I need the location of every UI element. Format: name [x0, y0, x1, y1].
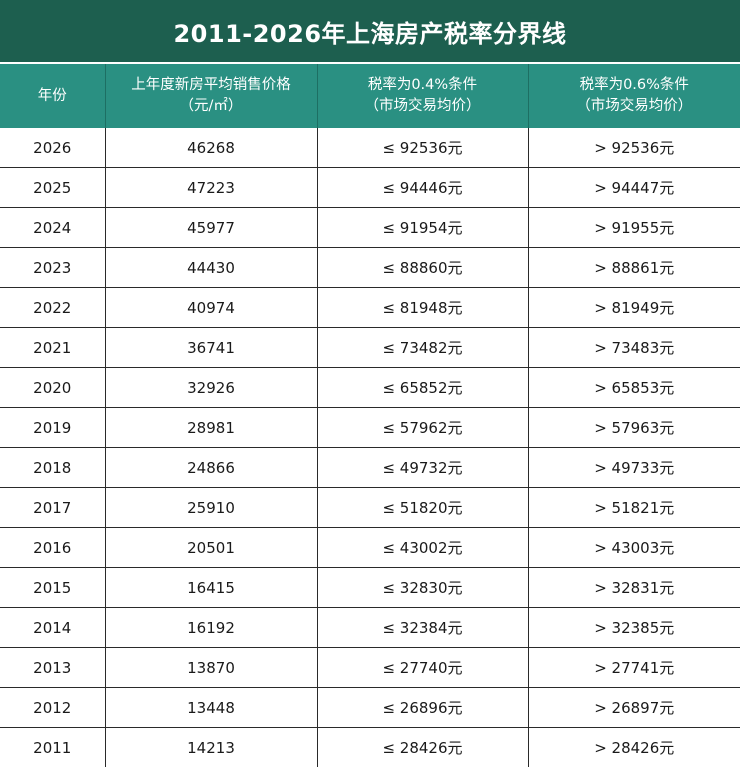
- cell-avg-price: 28981: [105, 408, 317, 448]
- cell-rate-04: ≤ 49732元: [317, 448, 528, 488]
- header-year-label: 年份: [0, 86, 105, 107]
- cell-avg-price: 20501: [105, 528, 317, 568]
- cell-year: 2014: [0, 608, 105, 648]
- cell-rate-04: ≤ 73482元: [317, 328, 528, 368]
- cell-year: 2026: [0, 128, 105, 168]
- cell-avg-price: 13870: [105, 648, 317, 688]
- cell-rate-06: > 32831元: [528, 568, 740, 608]
- cell-year: 2025: [0, 168, 105, 208]
- cell-rate-04: ≤ 91954元: [317, 208, 528, 248]
- cell-rate-06: > 51821元: [528, 488, 740, 528]
- header-rate-04: 税率为0.4%条件 （市场交易均价）: [317, 64, 528, 128]
- page-title: 2011-2026年上海房产税率分界线: [0, 0, 740, 64]
- cell-rate-06: > 26897元: [528, 688, 740, 728]
- cell-rate-06: > 32385元: [528, 608, 740, 648]
- cell-avg-price: 32926: [105, 368, 317, 408]
- cell-rate-06: > 81949元: [528, 288, 740, 328]
- cell-year: 2013: [0, 648, 105, 688]
- cell-rate-04: ≤ 43002元: [317, 528, 528, 568]
- cell-year: 2021: [0, 328, 105, 368]
- header-rate-04-line1: 税率为0.4%条件: [318, 75, 528, 96]
- cell-year: 2015: [0, 568, 105, 608]
- cell-rate-04: ≤ 26896元: [317, 688, 528, 728]
- cell-rate-04: ≤ 57962元: [317, 408, 528, 448]
- cell-rate-06: > 28426元: [528, 728, 740, 767]
- cell-year: 2022: [0, 288, 105, 328]
- header-avg-price-line1: 上年度新房平均销售价格: [106, 75, 317, 96]
- table-header: 年份 上年度新房平均销售价格 （元/㎡） 税率为0.4%条件 （市场交易均价） …: [0, 64, 740, 128]
- cell-rate-06: > 57963元: [528, 408, 740, 448]
- header-rate-06: 税率为0.6%条件 （市场交易均价）: [528, 64, 740, 128]
- cell-avg-price: 40974: [105, 288, 317, 328]
- cell-rate-04: ≤ 51820元: [317, 488, 528, 528]
- cell-avg-price: 16192: [105, 608, 317, 648]
- cell-rate-06: > 88861元: [528, 248, 740, 288]
- cell-rate-06: > 91955元: [528, 208, 740, 248]
- header-avg-price: 上年度新房平均销售价格 （元/㎡）: [105, 64, 317, 128]
- cell-year: 2019: [0, 408, 105, 448]
- cell-rate-04: ≤ 81948元: [317, 288, 528, 328]
- header-rate-06-line2: （市场交易均价）: [529, 96, 740, 117]
- header-year: 年份: [0, 64, 105, 128]
- cell-avg-price: 44430: [105, 248, 317, 288]
- cell-avg-price: 25910: [105, 488, 317, 528]
- cell-year: 2016: [0, 528, 105, 568]
- cell-rate-04: ≤ 88860元: [317, 248, 528, 288]
- header-rate-04-line2: （市场交易均价）: [318, 96, 528, 117]
- cell-avg-price: 13448: [105, 688, 317, 728]
- cell-rate-06: > 65853元: [528, 368, 740, 408]
- cell-avg-price: 24866: [105, 448, 317, 488]
- cell-rate-06: > 49733元: [528, 448, 740, 488]
- cell-rate-06: > 27741元: [528, 648, 740, 688]
- cell-rate-04: ≤ 28426元: [317, 728, 528, 767]
- tax-threshold-table: 年份 上年度新房平均销售价格 （元/㎡） 税率为0.4%条件 （市场交易均价） …: [0, 64, 740, 767]
- cell-rate-06: > 73483元: [528, 328, 740, 368]
- cell-rate-06: > 92536元: [528, 128, 740, 168]
- cell-avg-price: 36741: [105, 328, 317, 368]
- cell-year: 2020: [0, 368, 105, 408]
- header-row: 年份 上年度新房平均销售价格 （元/㎡） 税率为0.4%条件 （市场交易均价） …: [0, 64, 740, 128]
- header-avg-price-line2: （元/㎡）: [106, 96, 317, 117]
- cell-year: 2017: [0, 488, 105, 528]
- cell-avg-price: 47223: [105, 168, 317, 208]
- cell-rate-06: > 94447元: [528, 168, 740, 208]
- header-rate-06-line1: 税率为0.6%条件: [529, 75, 740, 96]
- cell-rate-04: ≤ 27740元: [317, 648, 528, 688]
- cell-rate-04: ≤ 32384元: [317, 608, 528, 648]
- cell-year: 2018: [0, 448, 105, 488]
- cell-avg-price: 45977: [105, 208, 317, 248]
- cell-avg-price: 14213: [105, 728, 317, 767]
- cell-year: 2011: [0, 728, 105, 767]
- cell-rate-04: ≤ 65852元: [317, 368, 528, 408]
- cell-rate-04: ≤ 32830元: [317, 568, 528, 608]
- cell-rate-04: ≤ 92536元: [317, 128, 528, 168]
- cell-year: 2012: [0, 688, 105, 728]
- cell-rate-06: > 43003元: [528, 528, 740, 568]
- cell-avg-price: 46268: [105, 128, 317, 168]
- cell-rate-04: ≤ 94446元: [317, 168, 528, 208]
- cell-avg-price: 16415: [105, 568, 317, 608]
- cell-year: 2023: [0, 248, 105, 288]
- cell-year: 2024: [0, 208, 105, 248]
